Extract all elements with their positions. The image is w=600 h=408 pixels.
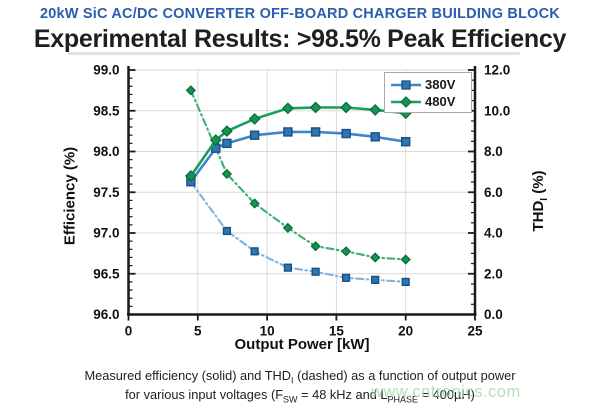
series-380v-thd — [186, 177, 410, 287]
plot-svg: 96.0 96.5 97.0 97.5 98.0 98.5 99.0 0.0 2.0 4.0 6.0… — [93, 63, 510, 339]
efficiency-thd-chart: 96.0 96.5 97.0 97.5 98.0 98.5 99.0 0.0 2.0 4.0 6.0… — [0, 56, 600, 368]
y-tick-right: 2.0 — [484, 266, 503, 281]
series-480v-thd — [185, 85, 411, 265]
page-title: Experimental Results: >98.5% Peak Effici… — [33, 25, 567, 53]
legend-swatch-480v — [391, 95, 421, 108]
x-tick: 5 — [194, 324, 202, 339]
legend-swatch-380v — [391, 79, 421, 90]
x-tick: 0 — [125, 324, 133, 339]
legend-item-380v: 380V — [390, 76, 467, 93]
x-tick: 20 — [398, 324, 413, 339]
x-axis-label: Output Power [kW] — [234, 336, 370, 353]
series-380v-efficiency — [186, 127, 411, 187]
header-kicker: 20kW SiC AC/DC CONVERTER OFF-BOARD CHARG… — [40, 6, 560, 22]
y-tick-left: 97.0 — [93, 226, 119, 241]
y-tick-right: 0.0 — [484, 307, 503, 322]
series-480v-efficiency — [184, 101, 412, 182]
watermark: www.cntronics.com — [371, 383, 521, 401]
legend-item-480v: 480V — [390, 93, 467, 110]
y-tick-left: 96.0 — [93, 307, 119, 322]
x-tick: 25 — [467, 324, 483, 339]
caption: Measured efficiency (solid) and THDI (da… — [0, 368, 600, 406]
y-tick-left: 96.5 — [93, 266, 120, 281]
y-axis-label-right: THDI (%) — [530, 170, 550, 232]
legend-label-380v: 380V — [425, 77, 456, 92]
gridlines — [128, 69, 475, 315]
y-tick-right: 4.0 — [484, 226, 503, 241]
legend-label-480v: 480V — [425, 94, 456, 109]
y-axis-label-left: Efficiency (%) — [61, 146, 79, 246]
axes — [127, 66, 477, 321]
y-tick-right: 10.0 — [484, 103, 510, 118]
caption-line-2: for various input voltages (FSW = 48 kHz… — [125, 386, 475, 405]
caption-line-1: Measured efficiency (solid) and THDI (da… — [84, 368, 516, 386]
y-axis-right-text: THD — [530, 200, 547, 232]
title-divider — [68, 52, 520, 55]
legend: 380V 480V — [384, 72, 472, 113]
y-tick-right: 8.0 — [484, 144, 503, 159]
y-tick-right: 12.0 — [484, 63, 510, 78]
y-tick-left: 97.5 — [93, 185, 120, 200]
x-tick: 15 — [329, 324, 345, 339]
y-tick-left: 98.5 — [93, 103, 120, 118]
y-tick-left: 98.0 — [93, 144, 119, 159]
x-tick: 10 — [260, 324, 275, 339]
y-tick-left: 99.0 — [93, 63, 119, 78]
y-tick-right: 6.0 — [484, 185, 503, 200]
